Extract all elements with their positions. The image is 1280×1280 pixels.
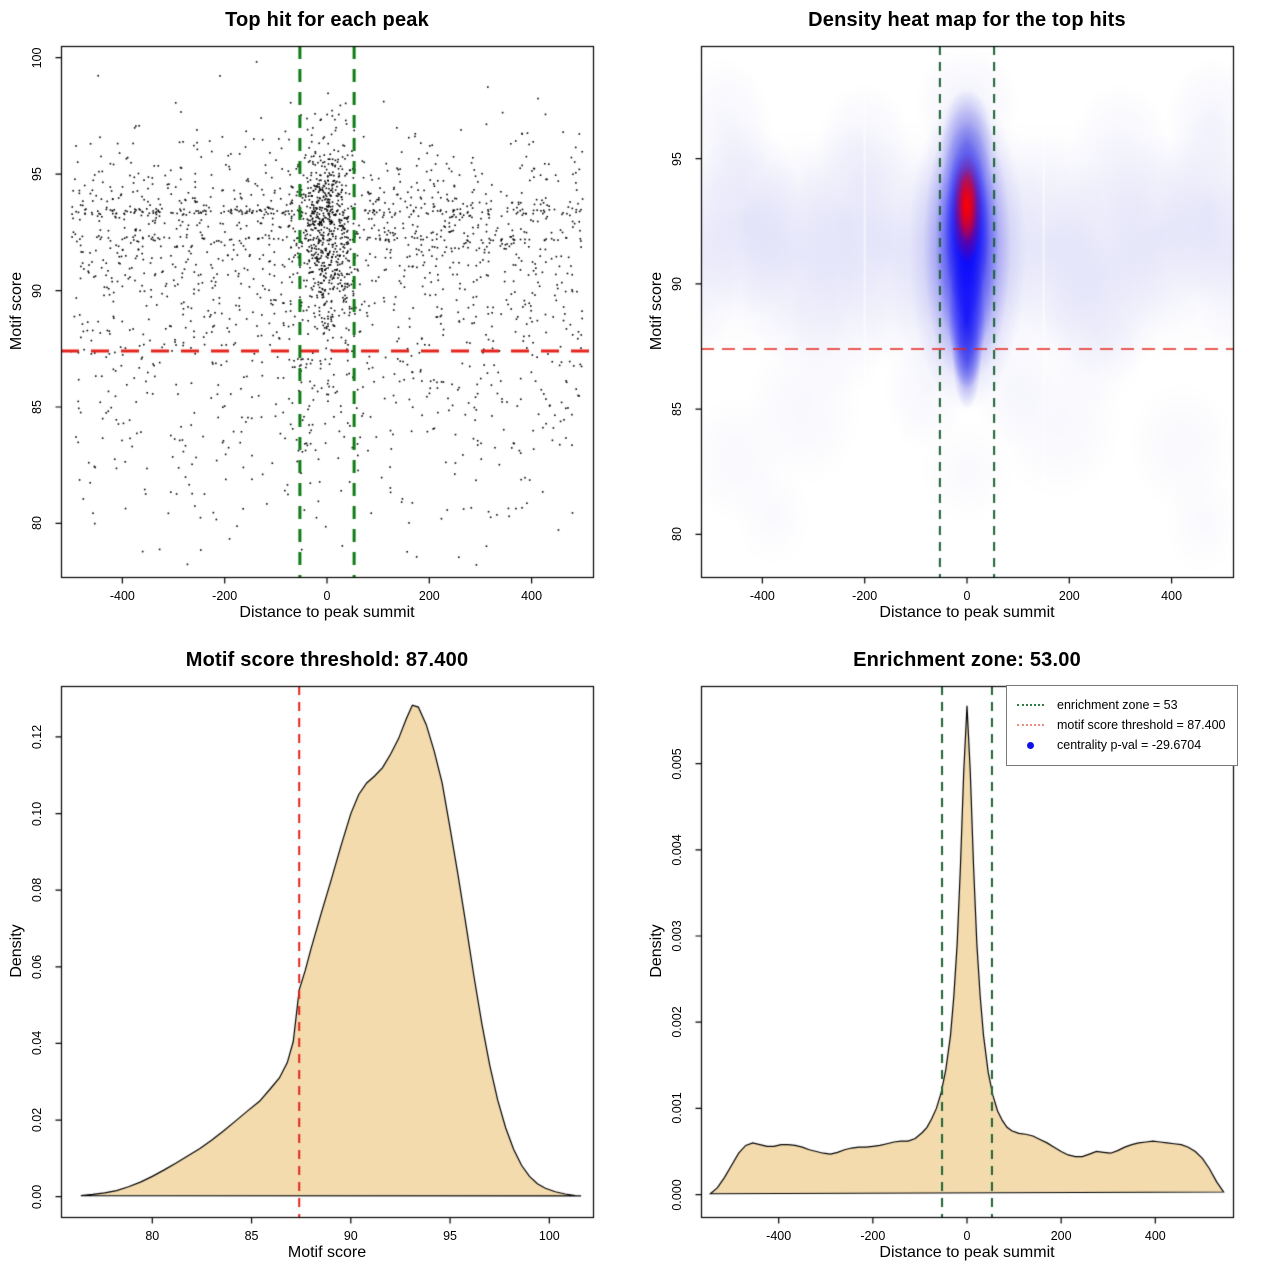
y-tick-label: 0.002 — [670, 1006, 684, 1038]
panel-title: Top hit for each peak — [225, 9, 429, 31]
y-tick-label: 0.004 — [670, 834, 684, 866]
y-tick-label: 0.06 — [30, 954, 44, 979]
y-axis-title: Motif score — [8, 271, 25, 351]
y-tick-label: 85 — [670, 402, 684, 417]
x-tick-label: -200 — [212, 589, 238, 603]
legend-label: motif score threshold = 87.400 — [1057, 718, 1226, 732]
legend-item: enrichment zone = 53 — [1017, 695, 1231, 715]
x-tick-label: 80 — [145, 1229, 160, 1243]
x-tick-label: 85 — [244, 1229, 259, 1243]
x-axis-title: Distance to peak summit — [879, 1244, 1055, 1261]
x-axis-title: Distance to peak summit — [239, 604, 415, 621]
y-tick-label: 80 — [30, 516, 44, 531]
x-tick-label: 400 — [1144, 1229, 1166, 1243]
x-tick-label: 0 — [963, 589, 971, 603]
y-tick-label: 90 — [670, 276, 684, 291]
y-axis-title: Motif score — [648, 271, 665, 351]
x-tick-label: -200 — [852, 589, 878, 603]
y-tick-label: 95 — [670, 151, 684, 166]
enrichment-zone-line-swatch — [1017, 704, 1044, 706]
y-tick-label: 0.08 — [30, 878, 44, 903]
legend-label: enrichment zone = 53 — [1057, 698, 1178, 712]
motif-density-canvas — [0, 640, 640, 1280]
y-tick-label: 0.005 — [670, 747, 684, 780]
scatter-plot-canvas — [0, 0, 640, 640]
x-tick-label: -200 — [860, 1229, 886, 1243]
plot-legend: enrichment zone = 53 motif score thresho… — [1006, 685, 1238, 766]
y-tick-label: 0.10 — [30, 801, 44, 826]
centrality-pval-dot — [1027, 741, 1034, 749]
x-tick-label: 400 — [1161, 589, 1183, 603]
y-tick-label: 85 — [30, 400, 44, 414]
panel-title: Density heat map for the top hits — [808, 9, 1126, 31]
x-tick-label: 200 — [1050, 1229, 1072, 1243]
legend-label: centrality p-val = -29.6704 — [1057, 738, 1202, 752]
panel-motif-score-density: Motif score threshold: 87.400 Motif scor… — [0, 640, 640, 1280]
x-axis-title: Motif score — [287, 1244, 367, 1261]
heatmap-canvas — [640, 0, 1280, 640]
y-axis-title: Density — [8, 924, 25, 978]
x-tick-label: 200 — [1058, 589, 1080, 603]
x-tick-label: 0 — [323, 589, 331, 603]
y-tick-label: 0.04 — [30, 1031, 44, 1056]
y-tick-label: 0.001 — [670, 1092, 684, 1125]
x-tick-label: 90 — [343, 1229, 358, 1243]
x-tick-label: 0 — [963, 1229, 971, 1243]
y-tick-label: 95 — [30, 167, 44, 182]
y-tick-label: 90 — [30, 283, 44, 298]
y-tick-label: 0.000 — [670, 1178, 684, 1211]
x-tick-label: 400 — [521, 589, 543, 603]
panel-title: Enrichment zone: 53.00 — [853, 649, 1081, 671]
x-tick-label: 200 — [418, 589, 440, 603]
y-tick-label: 0.12 — [30, 724, 44, 750]
legend-item: centrality p-val = -29.6704 — [1017, 735, 1231, 755]
legend-item: motif score threshold = 87.400 — [1017, 715, 1231, 735]
y-axis-title: Density — [648, 924, 665, 978]
y-tick-label: 80 — [670, 527, 684, 542]
x-tick-label: 95 — [443, 1229, 458, 1243]
x-axis-title: Distance to peak summit — [879, 604, 1055, 621]
y-tick-label: 0.00 — [30, 1184, 44, 1209]
panel-distance-density: Enrichment zone: 53.00 Distance to peak … — [640, 640, 1280, 1280]
x-tick-label: -400 — [109, 589, 135, 603]
x-tick-label: 100 — [538, 1229, 560, 1243]
panel-top-hit-scatter: Top hit for each peak Distance to peak s… — [0, 0, 640, 640]
y-tick-label: 0.02 — [30, 1107, 44, 1133]
y-tick-label: 0.003 — [670, 920, 684, 952]
x-tick-label: -400 — [766, 1229, 792, 1243]
panel-density-heatmap: Density heat map for the top hits Distan… — [640, 0, 1280, 640]
motif-threshold-line-swatch — [1017, 724, 1044, 726]
y-tick-label: 100 — [30, 47, 44, 69]
panel-title: Motif score threshold: 87.400 — [185, 649, 469, 671]
x-tick-label: -400 — [749, 589, 775, 603]
